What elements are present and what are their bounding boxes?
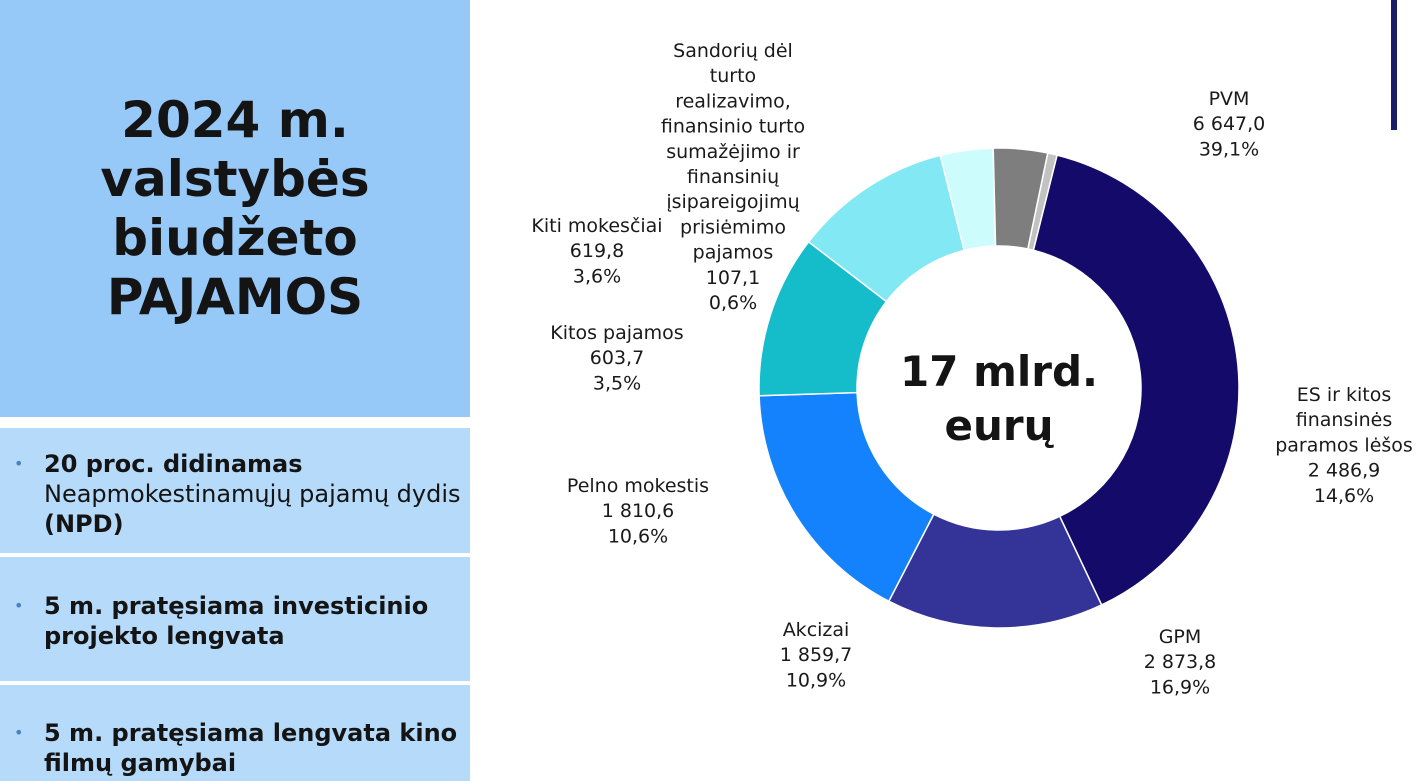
center-label: 17 mlrd. [900, 347, 1098, 396]
slice-0 [1032, 154, 1240, 606]
bullet-text: 5 m. pratęsiama investicinio projekto le… [44, 591, 464, 651]
accent-line [1391, 0, 1397, 130]
data-label: realizavimo, [675, 90, 791, 112]
data-label: Akcizai [783, 619, 850, 641]
bullet-icon: • [14, 723, 24, 742]
data-label: finansinės [1296, 409, 1393, 431]
data-label: 10,6% [608, 525, 668, 547]
bullet-box-investment: • 5 m. pratęsiama investicinio projekto … [0, 557, 470, 681]
data-label: turto [710, 65, 756, 87]
center-label: eurų [945, 401, 1055, 450]
data-label: 603,7 [590, 347, 644, 369]
bullet-text: 5 m. pratęsiama lengvata kino filmų gamy… [44, 718, 464, 778]
bullet-regular-text: Neapmokestinamųjų pajamų dydis [44, 480, 461, 508]
data-label: finansinių [687, 166, 779, 188]
data-label: 1 859,7 [780, 644, 853, 666]
bullet-bold-text: 20 proc. didinamas [44, 450, 303, 478]
list-item: • 20 proc. didinamas Neapmokestinamųjų pa… [14, 428, 470, 539]
data-label: 3,5% [593, 372, 641, 394]
data-label: 0,6% [709, 292, 757, 314]
bullet-text: 20 proc. didinamas Neapmokestinamųjų paja… [44, 449, 464, 539]
data-label: 107,1 [706, 267, 760, 289]
data-label: 16,9% [1150, 676, 1210, 698]
data-label: 2 486,9 [1308, 460, 1381, 482]
data-label: 3,6% [573, 265, 621, 287]
list-item: • 5 m. pratęsiama investicinio projekto … [14, 557, 470, 651]
data-label: paramos lėšos [1275, 434, 1413, 456]
data-label: Kitos pajamos [550, 322, 683, 344]
data-label: įsipareigojimų [666, 191, 799, 213]
data-label: 10,9% [786, 669, 846, 691]
page-title: 2024 m. valstybės biudžeto PAJAMOS [100, 90, 370, 326]
bullet-bold-tail: (NPD) [44, 510, 124, 538]
bullet-bold-text: 5 m. pratęsiama investicinio projekto le… [44, 592, 429, 650]
data-label: Pelno mokestis [567, 475, 709, 497]
data-label: Sandorių dėl [673, 40, 793, 62]
data-label: sumažėjimo ir [666, 141, 800, 163]
list-item: • 5 m. pratęsiama lengvata kino filmų ga… [14, 685, 470, 778]
bullet-box-film: • 5 m. pratęsiama lengvata kino filmų ga… [0, 685, 470, 781]
data-label: PVM [1209, 88, 1250, 110]
data-label: ES ir kitos [1297, 384, 1392, 406]
data-label: GPM [1159, 626, 1202, 648]
slice-7 [1026, 152, 1058, 252]
data-label: 2 873,8 [1144, 651, 1217, 673]
data-label: Kiti mokesčiai [531, 215, 662, 237]
bullet-bold-text: 5 m. pratęsiama lengvata kino filmų gamy… [44, 719, 458, 777]
title-panel: 2024 m. valstybės biudžeto PAJAMOS [0, 0, 470, 417]
bullet-icon: • [14, 596, 24, 615]
data-label: pajamos [693, 242, 774, 264]
bullet-box-npd: • 20 proc. didinamas Neapmokestinamųjų pa… [0, 428, 470, 553]
bullet-icon: • [14, 454, 24, 473]
data-label: 1 810,6 [602, 500, 675, 522]
data-label: prisiėmimo [680, 216, 786, 238]
data-label: finansinio turto [661, 116, 805, 138]
data-label: 14,6% [1314, 485, 1374, 507]
data-label: 6 647,0 [1193, 113, 1266, 135]
data-label: 619,8 [570, 240, 624, 262]
data-label: 39,1% [1199, 138, 1259, 160]
